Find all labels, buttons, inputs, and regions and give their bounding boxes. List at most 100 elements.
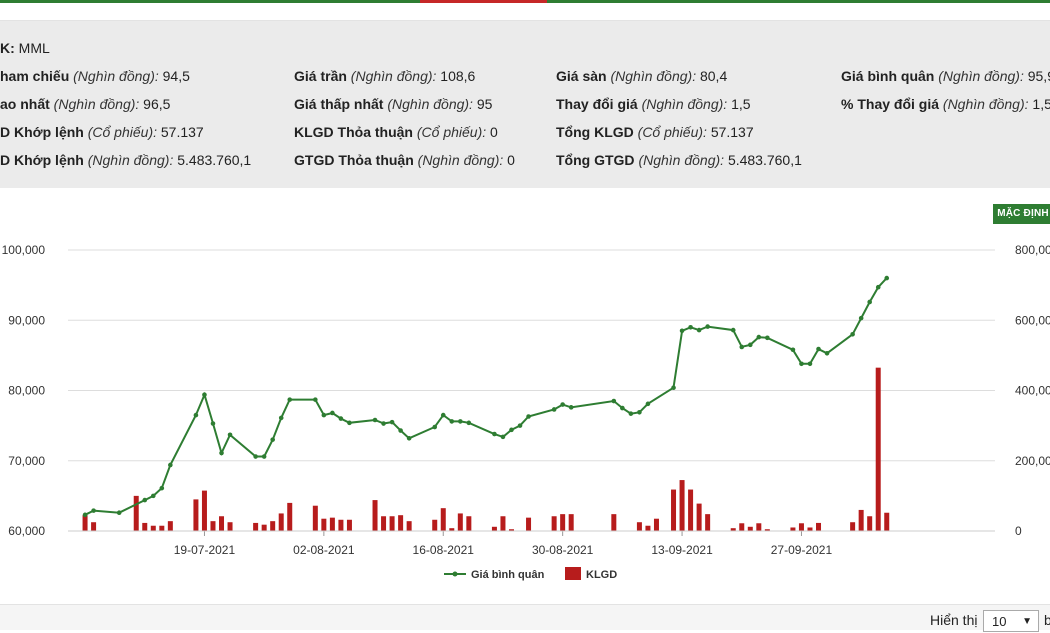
right-axis-ticks: 0 200,00 400,00 600,00 800,00: [1015, 243, 1050, 538]
info-unit: (Nghìn đồng):: [942, 96, 1029, 112]
info-label: ao nhất: [0, 96, 50, 112]
info-unit: (Nghìn đồng):: [387, 96, 473, 112]
grid-lines: [68, 249, 995, 532]
price-point: [816, 346, 821, 352]
info-unit: (Cổ phiếu):: [416, 124, 487, 140]
y-right-tick-label: 600,00: [1015, 313, 1050, 327]
volume-bar: [150, 525, 156, 531]
volume-bar: [227, 522, 233, 531]
volume-bar: [457, 513, 463, 531]
price-point: [389, 419, 395, 425]
price-point: [440, 412, 446, 418]
volume-bar: [287, 502, 293, 531]
info-label: % Thay đổi giá: [841, 96, 940, 112]
y-left-tick-label: 100,000: [2, 243, 46, 257]
page-size-select[interactable]: 10 ▼: [983, 610, 1039, 632]
volume-bar: [159, 525, 165, 531]
page-size-value: 10: [992, 614, 1007, 629]
price-point: [705, 324, 710, 329]
info-value: 5.483.760,1: [177, 152, 252, 168]
price-point: [159, 485, 165, 491]
price-point: [756, 334, 762, 340]
price-point: [790, 347, 796, 353]
price-point: [313, 397, 318, 402]
legend-bar-symbol: [565, 567, 581, 580]
volume-bar: [432, 519, 438, 531]
info-row-1: ham chiếu (Nghìn đồng): 94,5 Giá trần (Ng…: [0, 64, 1050, 88]
y-right-tick-label: 800,00: [1015, 243, 1050, 257]
info-row-3: D Khớp lệnh (Cổ phiếu): 57.137 KLGD Thỏa …: [0, 120, 1050, 144]
info-cell: Tổng KLGD (Cổ phiếu): 57.137: [556, 120, 754, 144]
volume-bar: [82, 515, 88, 531]
info-label: Giá bình quân: [841, 68, 935, 84]
info-value: 5.483.760,1: [727, 152, 802, 168]
volume-bar: [696, 503, 702, 531]
price-point: [867, 299, 872, 305]
x-tick-label: 02-08-2021: [293, 543, 355, 557]
volume-bar: [636, 522, 642, 531]
volume-bars: [82, 367, 890, 531]
volume-bar: [142, 522, 148, 531]
volume-bar: [645, 525, 651, 531]
info-label: Giá sàn: [556, 68, 607, 84]
volume-bar: [167, 521, 173, 531]
left-axis-ticks: 60,000 70,000 80,000 90,000 100,000: [2, 243, 46, 538]
info-value: 95,98: [1027, 68, 1050, 84]
price-point: [270, 437, 275, 442]
info-label: KLGD Thỏa thuận: [294, 124, 413, 140]
price-point: [492, 431, 497, 437]
price-point: [747, 342, 753, 348]
volume-bar: [329, 517, 335, 531]
volume-bar: [875, 367, 881, 531]
price-volume-chart: 60,000 70,000 80,000 90,000 100,000 0 200,00 4…: [2, 243, 1050, 581]
info-value: 80,4: [699, 68, 728, 84]
volume-bar: [850, 522, 856, 531]
symbol-cell: K: MML: [0, 36, 50, 60]
info-cell: Giá bình quân (Nghìn đồng): 95,98: [841, 64, 1050, 88]
symbol-row: K: MML: [0, 36, 1050, 60]
price-point: [91, 508, 96, 513]
legend-label-price: Giá bình quân: [471, 569, 545, 581]
divider: [0, 604, 1050, 605]
info-unit: (Cổ phiếu):: [87, 124, 157, 140]
volume-bar: [381, 516, 387, 531]
price-point: [210, 421, 216, 426]
price-point: [739, 344, 745, 350]
volume-bar: [372, 500, 378, 531]
info-label: ham chiếu: [0, 68, 70, 84]
volume-bar: [338, 519, 344, 531]
default-view-button[interactable]: MẶC ĐỊNH: [993, 204, 1050, 224]
price-line: [82, 275, 890, 518]
price-point: [82, 512, 88, 518]
volume-bar: [867, 516, 873, 531]
y-right-tick-label: 200,00: [1015, 454, 1050, 468]
volume-bar: [389, 516, 395, 531]
price-point: [321, 412, 327, 418]
info-cell: GTGD Thỏa thuận (Nghìn đồng): 0: [294, 148, 515, 172]
price-point: [338, 416, 344, 421]
x-tick-label: 16-08-2021: [413, 543, 475, 557]
pagination-bar: [0, 605, 1050, 630]
volume-bar: [671, 489, 677, 531]
price-point: [799, 361, 804, 367]
x-tick-label: 13-09-2021: [651, 543, 713, 557]
price-point: [227, 432, 233, 438]
info-cell: D Khớp lệnh (Cổ phiếu): 57.137: [0, 120, 204, 144]
x-axis-ticks: 19-07-2021 02-08-2021 16-08-2021 30-08-2021…: [68, 530, 995, 557]
chart-legend[interactable]: Giá bình quân KLGD: [444, 567, 617, 581]
volume-bar: [312, 505, 318, 531]
price-point: [432, 424, 438, 430]
volume-bar: [491, 526, 497, 531]
volume-bar: [210, 521, 216, 531]
price-point: [500, 434, 506, 440]
price-point: [381, 421, 386, 426]
price-point: [330, 410, 335, 416]
y-left-tick-label: 90,000: [8, 313, 45, 327]
price-point: [807, 361, 813, 367]
price-point: [850, 332, 855, 337]
volume-bar: [858, 509, 864, 531]
volume-bar: [500, 516, 506, 531]
x-tick-label: 30-08-2021: [532, 543, 594, 557]
price-point: [287, 397, 293, 402]
info-cell: ao nhất (Nghìn đồng): 96,5: [0, 92, 170, 116]
